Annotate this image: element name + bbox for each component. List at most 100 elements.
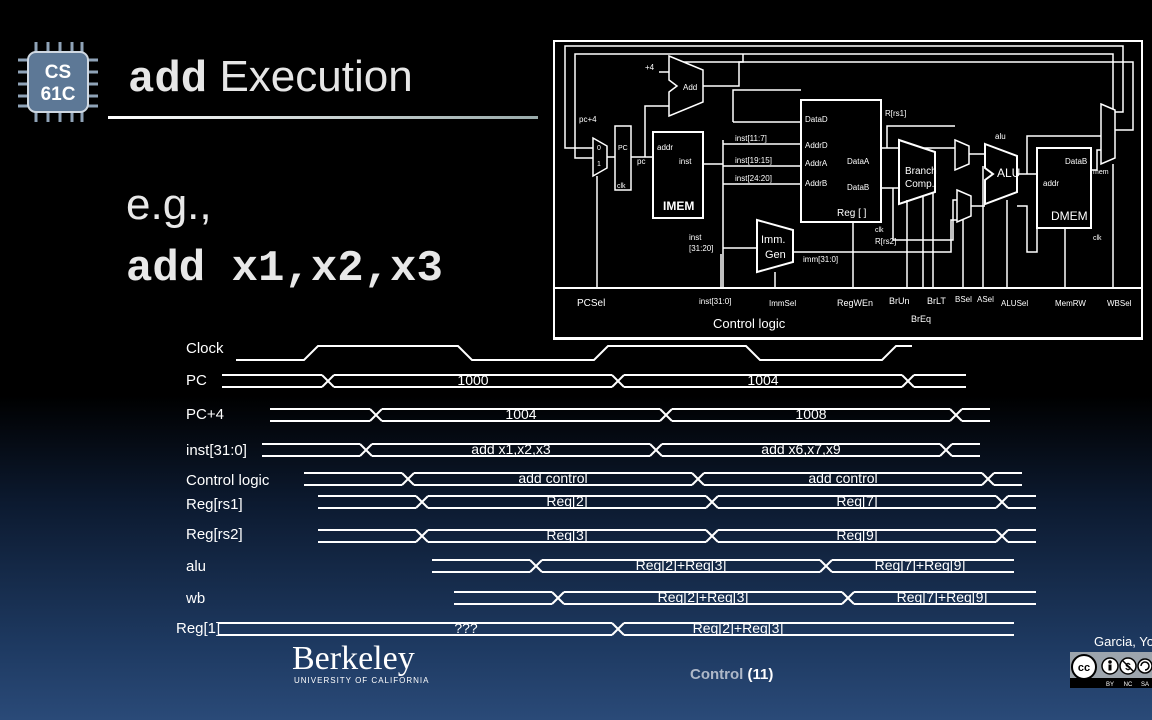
signal-label-pc: PC — [186, 372, 207, 389]
author-credit: Garcia, Yo — [1094, 634, 1152, 649]
example-instruction: add x1,x2,x3 — [126, 244, 443, 294]
transition-control-logic-2b — [981, 472, 995, 486]
alu-wire-label: alu — [995, 132, 1006, 141]
value-wb-1: Reg[7]+Reg[9] — [896, 589, 988, 605]
datapath-diagram: 0 1 PC clk pc pc+4 Add +4 addr inst IMEM… — [553, 40, 1143, 340]
transition-reg-rs1-0b — [415, 495, 429, 509]
value-control-logic-0: add control — [518, 470, 588, 486]
transition-pc-2b — [901, 374, 915, 388]
regfile-label: Reg [ ] — [837, 208, 867, 219]
ctrl-immsel: ImmSel — [769, 299, 796, 308]
regfile-addrb-label: AddrB — [805, 179, 827, 188]
cc-text: cc — [1078, 662, 1090, 674]
value-reg-rs2-1: Reg[9] — [836, 527, 878, 543]
cc-nc-tag: NC — [1124, 682, 1133, 688]
regfile-dataa-label: DataA — [847, 157, 870, 166]
pc-adder — [668, 54, 704, 118]
signal-label-reg-1: Reg[1] — [176, 620, 221, 637]
cc-icon — [1071, 654, 1097, 680]
r-rs1-label: R[rs1] — [885, 109, 906, 118]
inst-24-20-label: inst[24:20] — [735, 174, 772, 183]
transition-reg-1-0b — [611, 622, 625, 636]
inst-19-15-label: inst[19:15] — [735, 156, 772, 165]
clk-label-dmem: clk — [1093, 235, 1102, 242]
signal-label-clock: Clock — [186, 340, 224, 357]
transition-pc-4-1b — [659, 408, 673, 422]
imem-addr-label: addr — [657, 143, 673, 152]
svg-text:0: 0 — [597, 145, 601, 152]
clk-label-pc: clk — [617, 183, 626, 190]
register-file — [800, 99, 882, 223]
ctrl-regwen: RegWEn — [837, 298, 873, 308]
alu-block — [984, 142, 1018, 206]
transition-reg-rs1-1b — [705, 495, 719, 509]
signal-label-pc-4: PC+4 — [186, 406, 224, 423]
regfile-addra-label: AddrA — [805, 159, 828, 168]
ctrl-asel: ASel — [977, 295, 994, 304]
slide-title: add Execution — [128, 52, 413, 105]
bsel-mux — [956, 188, 972, 224]
inst-31-20-label-b: [31:20] — [689, 244, 713, 253]
pc-wire-label: pc — [637, 157, 645, 166]
ctrl-inst: inst[31:0] — [699, 297, 731, 306]
transition-wb-0b — [551, 591, 565, 605]
clk-label-reg: clk — [875, 227, 884, 234]
imem-block — [652, 131, 704, 219]
value-inst-31-0-1: add x6,x7,x9 — [761, 441, 841, 457]
value-alu-0: Reg[2]+Reg[3] — [635, 557, 727, 573]
svg-text:$: $ — [1125, 662, 1131, 673]
transition-control-logic-1b — [691, 472, 705, 486]
berkeley-subtitle: UNIVERSITY OF CALIFORNIA — [294, 676, 430, 685]
logo-line-1: CS — [45, 62, 71, 83]
transition-control-logic-0b — [401, 472, 415, 486]
cc-sa-tag: SA — [1141, 682, 1149, 688]
inst-31-20-label-a: inst — [689, 233, 702, 242]
mem-label: mem — [1093, 169, 1109, 176]
dmem-addr-label: addr — [1043, 179, 1059, 188]
transition-reg-rs2-1b — [705, 529, 719, 543]
svg-text:1: 1 — [597, 161, 601, 168]
logo-line-2: 61C — [41, 84, 76, 105]
transition-alu-1b — [819, 559, 833, 573]
branch-comparator — [898, 138, 936, 206]
transition-reg-rs1-2b — [995, 495, 1009, 509]
ctrl-bsel: BSel — [955, 295, 972, 304]
title-keyword: add — [128, 55, 208, 105]
transition-pc-4-2b — [949, 408, 963, 422]
value-alu-1: Reg[7]+Reg[9] — [874, 557, 966, 573]
regfile-datab-label: DataB — [847, 183, 869, 192]
ctrl-wbsel: WBSel — [1107, 299, 1132, 308]
cs61c-chip-logo: CS 61C — [18, 42, 98, 122]
value-pc-1: 1004 — [747, 372, 779, 388]
signal-label-reg-rs2: Reg[rs2] — [186, 526, 243, 543]
transition-wb-1b — [841, 591, 855, 605]
imm-gen-block — [756, 218, 794, 274]
value-reg-rs1-0: Reg[2] — [546, 493, 588, 509]
title-rest: Execution — [207, 52, 413, 101]
example-label: e.g., — [126, 180, 212, 229]
value-reg-rs1-1: Reg[7] — [836, 493, 878, 509]
cc-by-tag: BY — [1106, 682, 1114, 688]
branch-label-b: Comp. — [905, 179, 934, 190]
dmem-label: DMEM — [1051, 209, 1088, 223]
dmem-block — [1036, 147, 1092, 229]
inst-11-7-label: inst[11:7] — [735, 134, 767, 143]
value-reg-rs2-0: Reg[3] — [546, 527, 588, 543]
ctrl-breq: BrEq — [911, 314, 931, 324]
transition-pc-4-0b — [369, 408, 383, 422]
transition-inst-31-0-0b — [359, 443, 373, 457]
berkeley-logo: Berkeley — [292, 640, 415, 677]
regfile-datad-label: DataD — [805, 115, 828, 124]
asel-mux — [954, 138, 970, 172]
transition-alu-0b — [529, 559, 543, 573]
pc-plus4-label: pc+4 — [579, 115, 597, 124]
branch-label-a: Branch — [905, 166, 937, 177]
wb-mux — [1100, 102, 1116, 166]
transition-reg-rs2-2b — [995, 529, 1009, 543]
signal-label-control-logic: Control logic — [186, 472, 270, 489]
value-inst-31-0-0: add x1,x2,x3 — [471, 441, 551, 457]
transition-inst-31-0-1b — [649, 443, 663, 457]
pc-register — [614, 125, 632, 191]
